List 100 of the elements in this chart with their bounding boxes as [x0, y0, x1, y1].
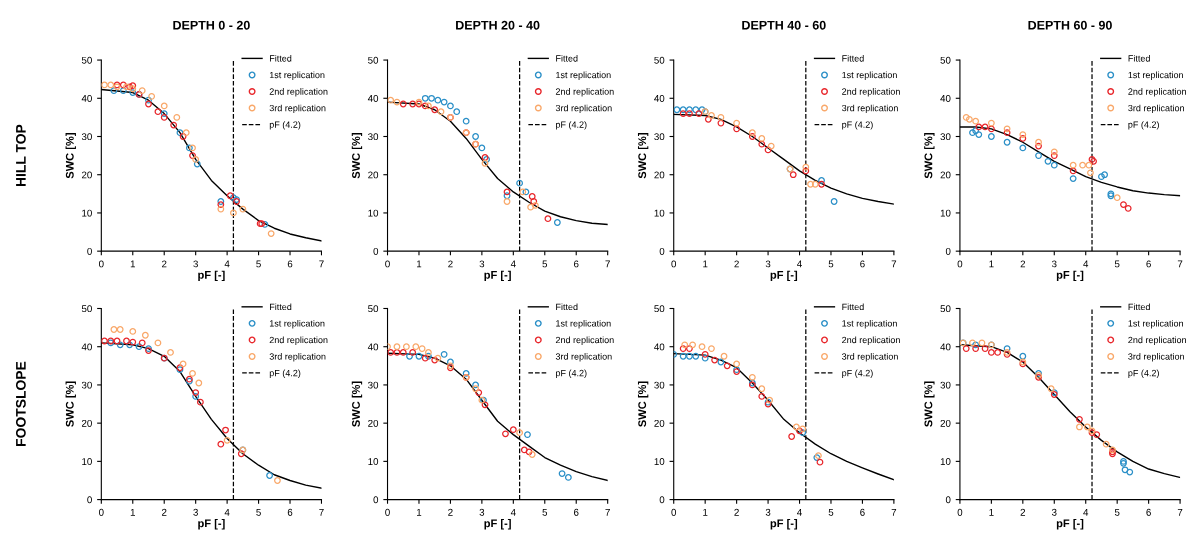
x-tick-label: 5 [256, 260, 261, 268]
x-tick-label: 2 [734, 508, 739, 516]
y-tick-label: 50 [654, 305, 665, 313]
legend-label: Fitted [556, 55, 578, 62]
y-axis-title: SWC [%] [924, 133, 935, 179]
y-tick-label: 30 [940, 133, 951, 141]
x-tick-label: 3 [765, 508, 771, 516]
legend-label: 1st replication [556, 71, 611, 80]
y-tick-label: 0 [87, 496, 92, 504]
y-tick-label: 10 [940, 458, 951, 465]
x-tick-label: 1 [417, 508, 422, 516]
y-tick-label: 40 [940, 343, 951, 351]
x-tick-label: 5 [828, 508, 834, 516]
x-tick-label: 2 [162, 260, 167, 268]
y-tick-label: 50 [81, 305, 92, 313]
x-axis-title: pF [-] [1056, 519, 1084, 530]
y-tick-label: 20 [654, 419, 665, 427]
y-tick-label: 30 [368, 381, 379, 389]
x-tick-label: 2 [734, 260, 739, 268]
text: FOOTSLOPE [15, 361, 26, 446]
x-tick-label: 5 [1114, 260, 1120, 268]
legend-label: 3rd replication [842, 353, 898, 362]
y-axis-title: SWC [%] [65, 381, 76, 427]
y-tick-label: 30 [368, 133, 379, 141]
ref-line-label: pF (4.2) [269, 369, 301, 379]
legend-label: 1st replication [556, 319, 611, 329]
x-axis-title: pF [-] [484, 519, 511, 530]
legend-label: 2nd replication [1128, 336, 1186, 345]
x-tick-label: 2 [1020, 508, 1026, 516]
x-tick-label: 3 [1051, 508, 1057, 516]
y-tick-label: 20 [81, 171, 92, 179]
x-tick-label: 0 [671, 260, 677, 268]
x-axis-title: pF [-] [198, 519, 225, 530]
x-tick-label: 5 [828, 260, 834, 268]
x-tick-label: 0 [957, 508, 963, 516]
x-tick-label: 7 [1177, 508, 1183, 516]
y-axis-title: SWC [%] [351, 381, 363, 427]
legend-label: Fitted [269, 55, 292, 62]
x-tick-label: 0 [671, 508, 677, 516]
ref-line-label: pF (4.2) [269, 121, 301, 130]
legend-label: Fitted [1128, 303, 1150, 311]
x-tick-label: 0 [957, 260, 963, 268]
x-tick-label: 1 [989, 508, 994, 516]
chart-title: DEPTH 0 - 20 [173, 20, 250, 30]
y-tick-label: 50 [81, 56, 92, 64]
legend-label: Fitted [269, 303, 292, 311]
y-tick-label: 40 [367, 343, 379, 351]
ref-line-label: pF (4.2) [556, 369, 587, 379]
x-tick-label: 7 [319, 260, 324, 268]
x-tick-label: 6 [1146, 260, 1151, 268]
y-tick-label: 10 [82, 209, 92, 217]
x-tick-label: 1 [130, 508, 135, 516]
y-tick-label: 40 [940, 95, 951, 102]
x-tick-label: 4 [797, 260, 802, 268]
x-tick-label: 6 [574, 508, 579, 516]
x-tick-label: 6 [1146, 508, 1151, 516]
y-tick-label: 50 [368, 305, 379, 313]
legend-label: Fitted [842, 303, 864, 311]
x-axis-title: pF [-] [1056, 270, 1084, 281]
y-tick-label: 20 [940, 171, 951, 179]
x-tick-label: 3 [765, 260, 771, 268]
y-axis-title: SWC [%] [637, 133, 649, 179]
legend-label: 3rd replication [269, 353, 326, 362]
legend-label: 1st replication [842, 71, 897, 80]
legend-label: 1st replication [1128, 71, 1183, 80]
y-tick-label: 40 [81, 343, 92, 351]
ref-line-label: pF (4.2) [842, 369, 873, 379]
x-tick-label: 3 [1051, 260, 1057, 268]
y-tick-label: 20 [81, 419, 92, 427]
x-tick-label: 6 [287, 260, 293, 268]
y-tick-label: 50 [940, 305, 951, 313]
legend-label: 1st replication [269, 319, 325, 329]
x-tick-label: 4 [224, 508, 230, 516]
legend-label: 3rd replication [842, 104, 898, 114]
y-axis-title: SWC [%] [924, 381, 935, 427]
x-tick-label: 7 [891, 260, 897, 268]
y-tick-label: 0 [659, 247, 665, 255]
y-axis-title: SWC [%] [65, 133, 76, 179]
ref-line-label: pF (4.2) [556, 121, 587, 130]
x-tick-label: 4 [1083, 508, 1089, 516]
x-tick-label: 3 [479, 260, 485, 268]
x-tick-label: 6 [287, 508, 293, 516]
legend-label: 1st replication [1128, 319, 1183, 329]
legend-label: 3rd replication [269, 104, 326, 114]
y-axis-title: SWC [%] [637, 381, 649, 427]
ref-line-label: pF (4.2) [1128, 121, 1159, 130]
legend-label: 2nd replication [269, 88, 328, 97]
legend-label: 3rd replication [555, 353, 612, 362]
y-tick-label: 50 [654, 56, 665, 64]
x-tick-label: 6 [860, 260, 865, 268]
x-tick-label: 4 [1083, 260, 1089, 268]
y-tick-label: 0 [373, 496, 379, 504]
x-tick-label: 1 [989, 260, 994, 268]
x-tick-label: 7 [1177, 260, 1183, 268]
x-axis-title: pF [-] [770, 519, 798, 530]
x-tick-label: 6 [860, 508, 865, 516]
x-tick-label: 5 [542, 508, 548, 516]
legend-label: 2nd replication [269, 336, 328, 345]
x-tick-label: 4 [510, 508, 516, 516]
ref-line-label: pF (4.2) [842, 121, 873, 130]
